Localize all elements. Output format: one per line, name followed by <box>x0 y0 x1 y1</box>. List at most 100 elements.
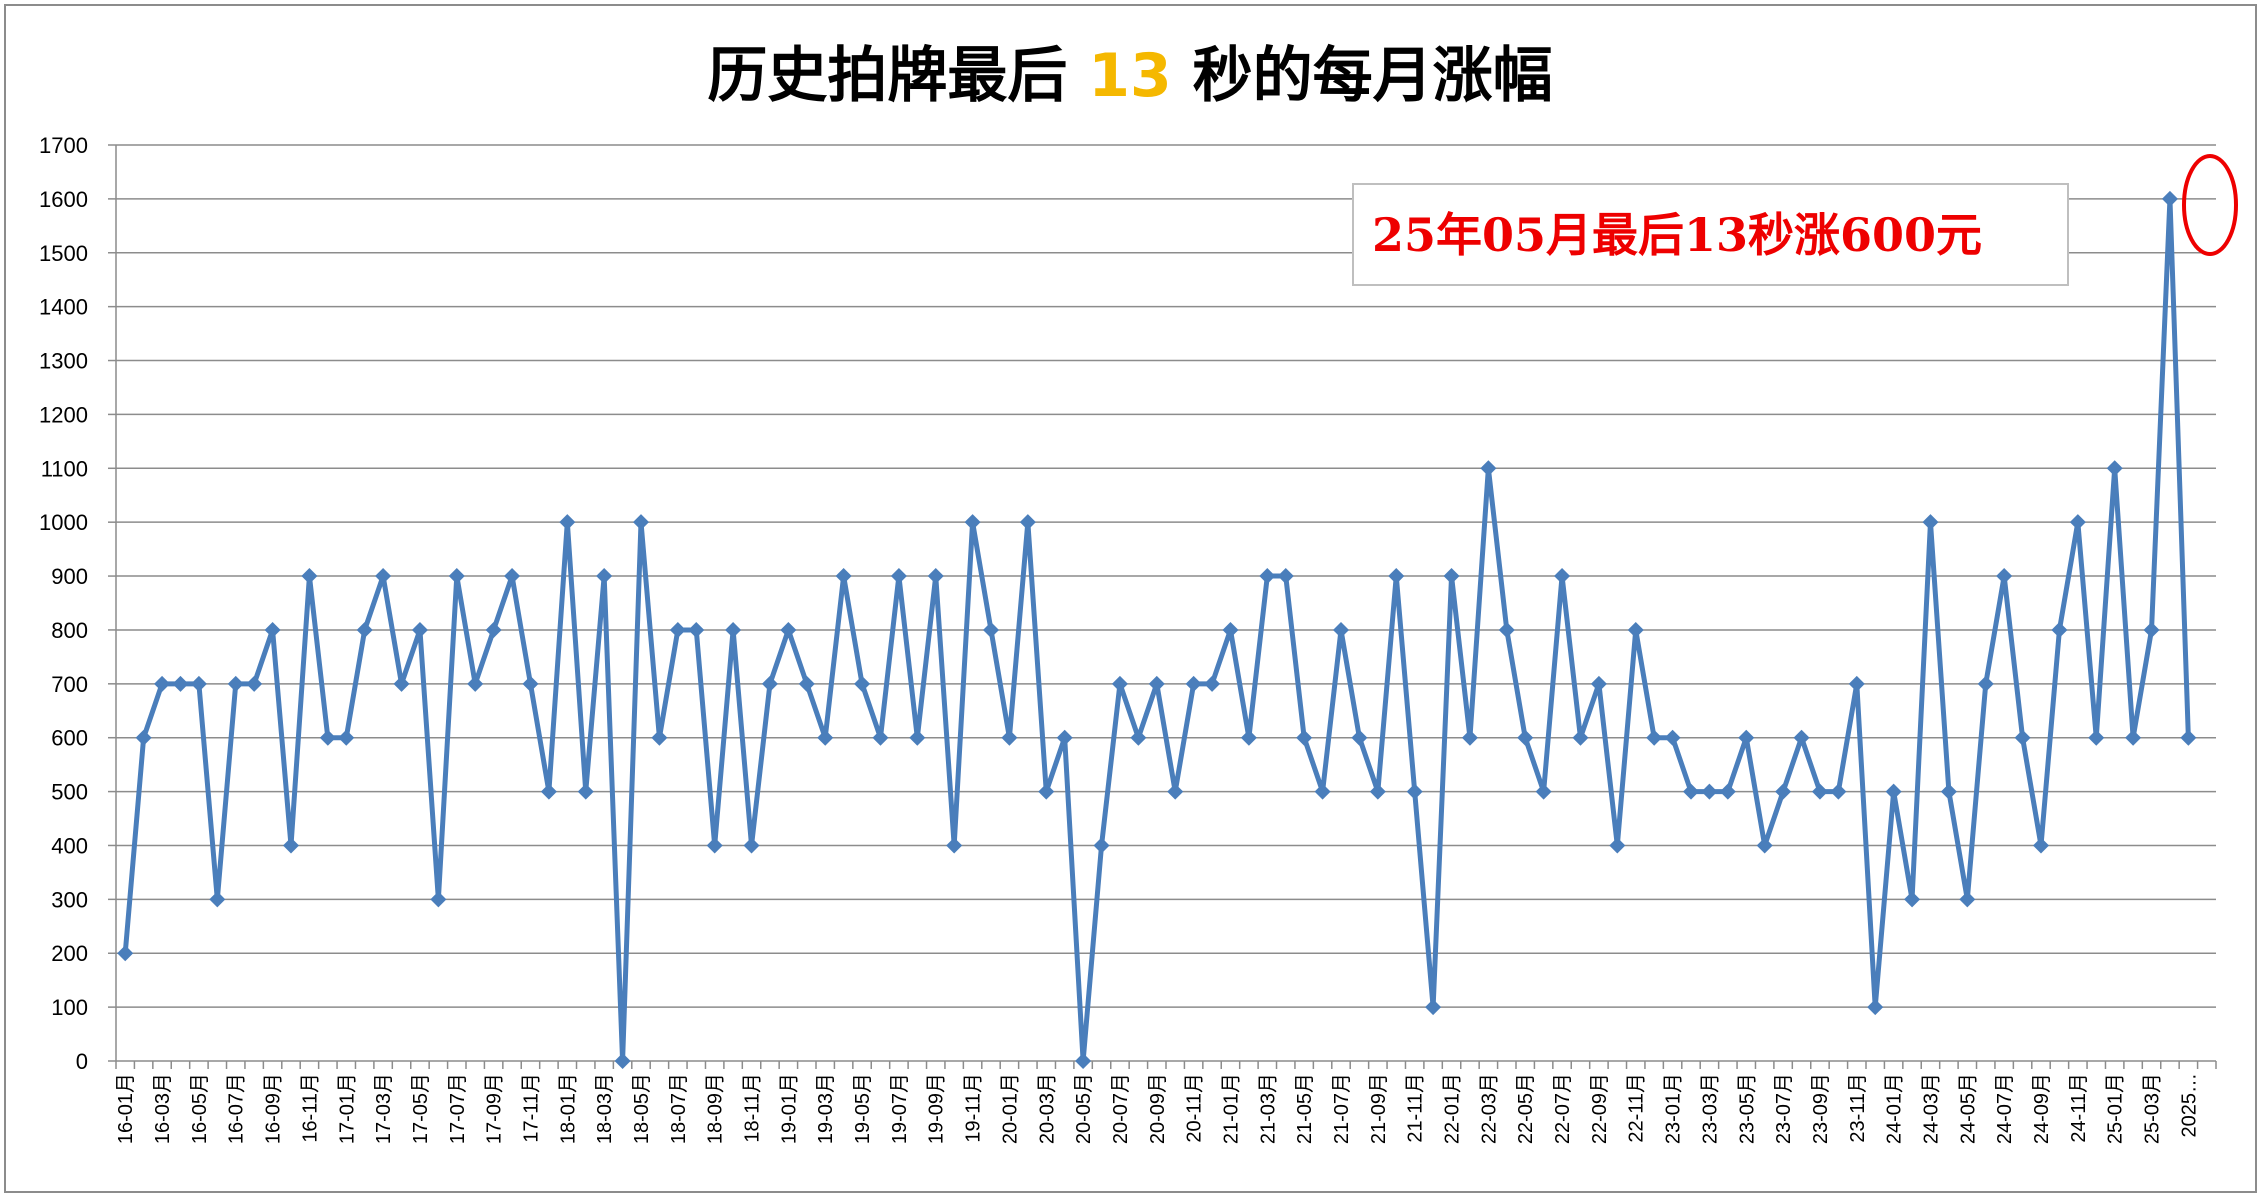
x-tick-label: 19-03月 <box>815 1073 837 1144</box>
data-point <box>1517 729 1534 746</box>
x-tick-label: 16-01月 <box>115 1073 137 1144</box>
data-point <box>319 729 336 746</box>
x-tick-label: 19-11月 <box>963 1073 985 1143</box>
y-tick-label: 0 <box>76 1049 88 1074</box>
data-point <box>2051 621 2068 638</box>
x-tick-label: 17-03月 <box>373 1073 395 1144</box>
data-point <box>559 514 576 531</box>
x-tick-label: 18-09月 <box>705 1073 727 1144</box>
y-tick-label: 400 <box>51 833 88 858</box>
data-point <box>540 783 557 800</box>
y-tick-label: 200 <box>51 941 88 966</box>
data-point <box>2180 729 2197 746</box>
annotation-text: 25年05月最后13秒涨600元 <box>1372 208 1982 262</box>
data-point <box>117 945 134 962</box>
data-point <box>1683 783 1699 800</box>
x-tick-label: 18-11月 <box>742 1073 764 1143</box>
data-point <box>209 891 226 908</box>
y-axis-tick-labels: 0 100 200 300 400 500 600 700 800 900 1000 1100 1200… <box>39 133 88 1074</box>
data-point <box>2143 621 2160 638</box>
data-point <box>964 514 981 531</box>
data-point <box>706 837 723 854</box>
data-point <box>633 514 649 531</box>
x-tick-label: 23-09月 <box>1810 1073 1832 1144</box>
data-point <box>1222 621 1239 638</box>
data-point <box>1314 783 1331 800</box>
data-point <box>1664 729 1681 746</box>
data-point <box>504 568 521 585</box>
data-point <box>135 729 152 746</box>
data-point <box>1498 621 1515 638</box>
x-tick-label: 21-05月 <box>1294 1073 1316 1144</box>
data-point <box>283 837 299 854</box>
data-point <box>927 568 944 585</box>
data-point <box>1959 891 1976 908</box>
x-tick-label: 17-07月 <box>447 1073 469 1144</box>
data-point <box>1719 783 1736 800</box>
chart-title-part-3: 秒的每月涨幅 <box>1172 41 1553 111</box>
data-point <box>1093 837 1110 854</box>
x-tick-label: 25-03月 <box>2142 1073 2164 1144</box>
x-tick-label: 23-05月 <box>1736 1073 1758 1144</box>
data-point <box>2088 729 2105 746</box>
x-tick-label: 24-03月 <box>1920 1073 1942 1144</box>
x-tick-label: 16-11月 <box>299 1073 321 1143</box>
data-point <box>522 675 539 692</box>
x-tick-label: 2025… <box>2178 1073 2200 1138</box>
x-tick-label: 23-07月 <box>1773 1073 1795 1144</box>
x-tick-label: 17-01月 <box>336 1073 358 1144</box>
data-point <box>430 891 447 908</box>
y-tick-label: 1400 <box>39 295 88 320</box>
x-tick-label: 21-03月 <box>1257 1073 1279 1144</box>
series-layer <box>117 190 2197 1069</box>
data-point <box>246 675 263 692</box>
data-point <box>1277 568 1294 585</box>
data-point <box>1996 568 2013 585</box>
x-tick-label: 17-11月 <box>520 1073 542 1143</box>
data-point <box>669 621 686 638</box>
data-point <box>1480 460 1497 477</box>
data-point <box>1075 1053 1092 1069</box>
data-point <box>1406 783 1423 800</box>
data-point <box>817 729 834 746</box>
data-point <box>1019 514 1036 531</box>
data-point <box>872 729 889 746</box>
y-tick-label: 500 <box>51 780 88 805</box>
data-point <box>780 621 797 638</box>
data-point <box>1590 675 1607 692</box>
data-point <box>2014 729 2031 746</box>
data-point <box>1867 999 1884 1016</box>
data-point <box>338 729 355 746</box>
y-tick-label: 800 <box>51 618 88 643</box>
x-tick-label: 21-09月 <box>1368 1073 1390 1144</box>
x-tick-label: 17-05月 <box>410 1073 432 1144</box>
data-point <box>1738 729 1755 746</box>
data-point <box>577 783 594 800</box>
data-point <box>2161 190 2178 207</box>
data-point <box>1185 675 1202 692</box>
data-point <box>1572 729 1589 746</box>
data-point <box>2106 460 2123 477</box>
data-point <box>2125 729 2142 746</box>
data-point <box>1351 729 1368 746</box>
data-point <box>1922 514 1939 531</box>
x-tick-label: 19-09月 <box>926 1073 948 1144</box>
data-point <box>725 621 742 638</box>
data-point <box>1646 729 1663 746</box>
x-tick-label: 22-03月 <box>1478 1073 1500 1144</box>
x-tick-label: 19-01月 <box>778 1073 800 1144</box>
x-tick-label: 24-11月 <box>2068 1073 2090 1143</box>
x-tick-label: 22-09月 <box>1589 1073 1611 1144</box>
data-point <box>835 568 852 585</box>
data-point <box>485 621 502 638</box>
data-point <box>1756 837 1773 854</box>
x-tick-label: 16-05月 <box>189 1073 211 1144</box>
data-point <box>1259 568 1276 585</box>
data-point <box>154 675 171 692</box>
data-point <box>1130 729 1147 746</box>
x-tick-label: 23-01月 <box>1663 1073 1685 1144</box>
data-point <box>264 621 281 638</box>
y-tick-label: 700 <box>51 672 88 697</box>
data-point <box>356 621 373 638</box>
data-point <box>798 675 815 692</box>
